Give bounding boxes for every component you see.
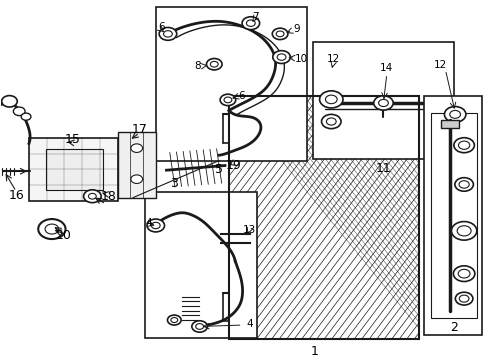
Circle shape	[83, 190, 101, 203]
Circle shape	[246, 20, 255, 26]
Circle shape	[1, 96, 17, 107]
Text: 13: 13	[243, 225, 256, 235]
Bar	[430, 113, 476, 318]
Bar	[228, 96, 418, 339]
Circle shape	[21, 113, 31, 120]
Text: 8: 8	[194, 61, 200, 71]
Circle shape	[272, 51, 290, 63]
Bar	[228, 96, 418, 339]
Text: 9: 9	[293, 24, 300, 34]
Circle shape	[450, 221, 476, 240]
Bar	[118, 132, 156, 198]
Circle shape	[454, 292, 472, 305]
Text: 11: 11	[375, 162, 390, 175]
Circle shape	[276, 31, 284, 37]
Circle shape	[131, 144, 142, 152]
Circle shape	[458, 181, 468, 188]
Circle shape	[319, 91, 342, 108]
Text: 15: 15	[65, 132, 81, 146]
Bar	[312, 42, 453, 159]
Text: 4: 4	[145, 218, 152, 228]
Text: 5: 5	[215, 163, 223, 176]
Circle shape	[206, 58, 222, 70]
Circle shape	[170, 318, 177, 323]
Bar	[29, 138, 118, 201]
Text: 14: 14	[380, 63, 393, 73]
Circle shape	[159, 27, 176, 40]
Circle shape	[151, 222, 160, 229]
Circle shape	[210, 61, 218, 67]
Bar	[46, 149, 103, 190]
Bar	[145, 192, 257, 338]
Circle shape	[325, 95, 336, 104]
Circle shape	[456, 226, 470, 236]
Bar	[441, 120, 458, 128]
Text: 19: 19	[225, 159, 241, 172]
Text: 18: 18	[101, 190, 117, 203]
Bar	[423, 96, 482, 336]
Text: 6: 6	[237, 91, 244, 100]
Circle shape	[277, 54, 285, 60]
Text: 1: 1	[310, 345, 318, 358]
Circle shape	[191, 321, 207, 332]
Text: 20: 20	[55, 229, 71, 242]
Text: 2: 2	[449, 321, 457, 334]
Circle shape	[13, 107, 25, 116]
Text: 4: 4	[246, 319, 253, 329]
Text: 6: 6	[158, 22, 164, 32]
Bar	[156, 7, 306, 161]
Circle shape	[452, 266, 474, 282]
Text: 12: 12	[326, 54, 339, 64]
Circle shape	[454, 178, 472, 191]
Text: 16: 16	[8, 189, 24, 202]
Circle shape	[373, 96, 392, 110]
Text: 10: 10	[294, 54, 307, 64]
Circle shape	[444, 107, 465, 122]
Circle shape	[38, 219, 65, 239]
Text: 3: 3	[170, 177, 178, 190]
Circle shape	[378, 99, 387, 107]
Circle shape	[458, 295, 468, 302]
Circle shape	[224, 97, 231, 103]
Circle shape	[457, 269, 469, 278]
Circle shape	[449, 111, 460, 118]
Circle shape	[458, 141, 469, 149]
Text: 7: 7	[252, 12, 259, 22]
Circle shape	[131, 175, 142, 184]
Circle shape	[167, 315, 181, 325]
Circle shape	[453, 138, 473, 153]
Circle shape	[272, 28, 287, 40]
Circle shape	[45, 224, 59, 234]
Circle shape	[147, 219, 164, 232]
Circle shape	[88, 193, 96, 199]
Circle shape	[195, 324, 203, 329]
Circle shape	[242, 17, 259, 30]
Circle shape	[220, 94, 235, 105]
Text: 12: 12	[433, 60, 446, 70]
Circle shape	[326, 118, 335, 125]
Text: 17: 17	[131, 123, 147, 136]
Circle shape	[321, 114, 340, 129]
Circle shape	[163, 31, 172, 37]
